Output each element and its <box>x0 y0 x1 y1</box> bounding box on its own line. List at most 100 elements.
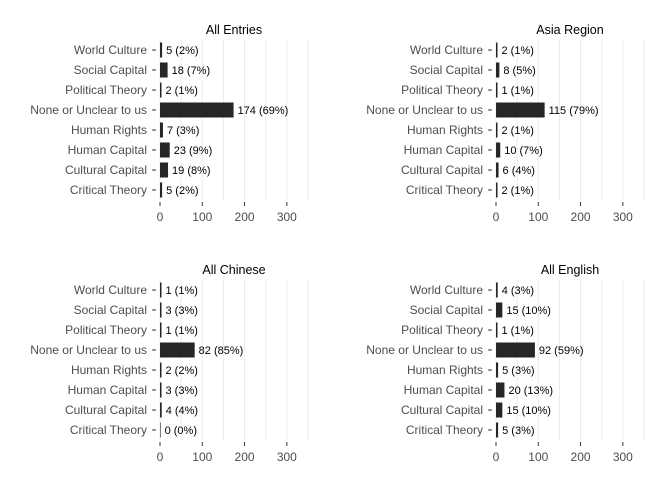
bar <box>160 362 162 378</box>
bar <box>496 162 499 178</box>
data-label: 23 (9%) <box>174 145 213 157</box>
category-label: Political Theory <box>65 83 147 97</box>
category-label: None or Unclear to us <box>366 343 483 357</box>
x-tick-label: 200 <box>235 450 255 464</box>
category-label: Human Rights <box>71 363 147 377</box>
bar <box>160 142 170 158</box>
bar <box>496 362 499 378</box>
data-label: 115 (79%) <box>549 105 599 117</box>
data-label: 18 (7%) <box>172 65 211 77</box>
category-label: Social Capital <box>74 63 147 77</box>
category-label: Social Capital <box>74 303 147 317</box>
category-label: World Culture <box>410 283 483 297</box>
category-label: Critical Theory <box>406 423 483 437</box>
category-label: None or Unclear to us <box>30 103 147 117</box>
bar <box>160 382 162 398</box>
category-label: Human Rights <box>407 123 483 137</box>
bar <box>160 162 169 178</box>
bar <box>496 382 505 398</box>
x-tick-label: 100 <box>528 450 548 464</box>
bar <box>496 82 498 98</box>
panel-title: All Chinese <box>202 263 265 277</box>
bar <box>160 282 162 298</box>
x-tick-label: 0 <box>157 210 164 224</box>
category-label: Cultural Capital <box>401 403 483 417</box>
bar <box>160 342 195 358</box>
category-label: World Culture <box>410 43 483 57</box>
bar <box>496 102 545 118</box>
category-label: Political Theory <box>401 323 483 337</box>
bar <box>496 142 501 158</box>
x-tick-label: 100 <box>528 210 548 224</box>
chart-panel: All English World Culture 4 (3%) Social Cap… <box>366 263 645 464</box>
bar <box>496 342 535 358</box>
data-label: 15 (10%) <box>506 305 551 317</box>
data-label: 5 (3%) <box>502 365 534 377</box>
data-label: 10 (7%) <box>504 145 543 157</box>
bar <box>160 82 162 98</box>
category-label: Human Rights <box>71 123 147 137</box>
category-label: Critical Theory <box>70 423 147 437</box>
category-label: Human Capital <box>68 383 147 397</box>
data-label: 5 (3%) <box>502 425 534 437</box>
x-tick-label: 200 <box>235 210 255 224</box>
data-label: 8 (5%) <box>503 65 535 77</box>
data-label: 3 (3%) <box>166 385 198 397</box>
x-tick-label: 300 <box>277 210 297 224</box>
bar <box>160 62 168 78</box>
category-label: Political Theory <box>401 83 483 97</box>
x-tick-label: 0 <box>493 210 500 224</box>
category-label: Human Capital <box>404 143 483 157</box>
data-label: 2 (2%) <box>166 365 198 377</box>
category-label: None or Unclear to us <box>30 343 147 357</box>
data-label: 7 (3%) <box>167 125 199 137</box>
category-label: Human Capital <box>68 143 147 157</box>
x-tick-label: 0 <box>157 450 164 464</box>
bar <box>160 302 162 318</box>
bar <box>496 302 503 318</box>
category-label: Cultural Capital <box>65 403 147 417</box>
category-label: World Culture <box>74 43 147 57</box>
x-tick-label: 200 <box>571 210 591 224</box>
chart-panel: All Entries World Culture 5 (2%) Social Cap… <box>30 23 309 224</box>
data-label: 2 (1%) <box>502 185 534 197</box>
data-label: 1 (1%) <box>502 85 534 97</box>
data-label: 2 (1%) <box>166 85 198 97</box>
data-label: 1 (1%) <box>166 325 198 337</box>
bar <box>160 322 162 338</box>
category-label: Social Capital <box>410 303 483 317</box>
chart-panel: Asia Region World Culture 2 (1%) Social Cap… <box>366 23 645 224</box>
x-tick-label: 300 <box>277 450 297 464</box>
x-tick-label: 300 <box>613 450 633 464</box>
bar <box>160 122 163 138</box>
data-label: 6 (4%) <box>503 165 535 177</box>
data-label: 174 (69%) <box>238 105 289 117</box>
data-label: 82 (85%) <box>199 345 244 357</box>
chart-panel: All Chinese World Culture 1 (1%) Social Cap… <box>30 263 309 464</box>
bar <box>496 42 498 58</box>
bar <box>160 102 234 118</box>
data-label: 92 (59%) <box>539 345 584 357</box>
data-label: 4 (4%) <box>166 405 198 417</box>
data-label: 4 (3%) <box>502 285 534 297</box>
data-label: 1 (1%) <box>502 325 534 337</box>
data-label: 5 (2%) <box>166 45 198 57</box>
bar <box>496 322 498 338</box>
x-tick-label: 0 <box>493 450 500 464</box>
bar <box>496 422 499 438</box>
bar <box>160 402 162 418</box>
category-label: None or Unclear to us <box>366 103 483 117</box>
bar <box>496 282 498 298</box>
data-label: 20 (13%) <box>508 385 553 397</box>
panel-title: All Entries <box>206 23 262 37</box>
panel-title: All English <box>541 263 599 277</box>
x-tick-label: 200 <box>571 450 591 464</box>
bar <box>496 122 498 138</box>
category-label: Critical Theory <box>70 183 147 197</box>
x-tick-label: 100 <box>192 210 212 224</box>
bar <box>160 42 163 58</box>
x-tick-label: 100 <box>192 450 212 464</box>
panel-title: Asia Region <box>536 23 603 37</box>
